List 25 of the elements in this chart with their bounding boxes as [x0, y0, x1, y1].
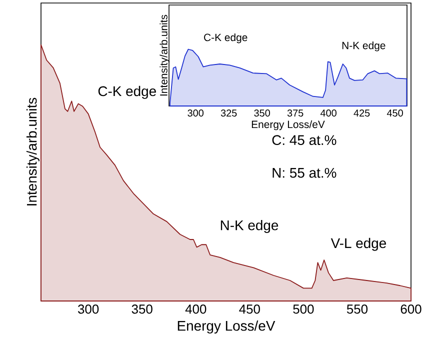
x-tick-label: 450: [386, 110, 403, 117]
x-tick-label: 375: [287, 110, 304, 117]
annotation: C-K edge: [98, 86, 156, 99]
x-tick-label: 400: [320, 110, 336, 117]
x-tick-label: 400: [185, 304, 206, 314]
x-axis-title: Energy Loss/eV: [252, 120, 325, 130]
x-tick-label: 325: [220, 110, 237, 117]
text: C-K edge: [204, 33, 248, 44]
x-tick-label: 300: [188, 110, 204, 117]
annotation: C: 45 at.%: [272, 135, 336, 146]
annotation: N-K edge: [220, 220, 278, 233]
annotation: N-K edge: [342, 42, 386, 52]
x-tick-label: 450: [239, 304, 260, 314]
x-tick-label: 300: [78, 304, 99, 314]
annotation: V-L edge: [330, 238, 386, 251]
x-tick-label: 550: [346, 304, 368, 314]
x-tick-label: 500: [293, 304, 314, 314]
x-tick-label: 600: [400, 304, 422, 314]
x-axis-title: Energy Loss/eV: [178, 320, 276, 334]
x-tick-label: 350: [254, 110, 270, 117]
annotation: N: 55 at.%: [272, 168, 336, 178]
y-axis-title: Intensity/arb.units: [160, 14, 170, 96]
y-axis-title: Intensity/arb.units: [26, 98, 40, 206]
x-tick-label: 425: [354, 110, 370, 117]
x-tick-label: 350: [132, 304, 152, 314]
